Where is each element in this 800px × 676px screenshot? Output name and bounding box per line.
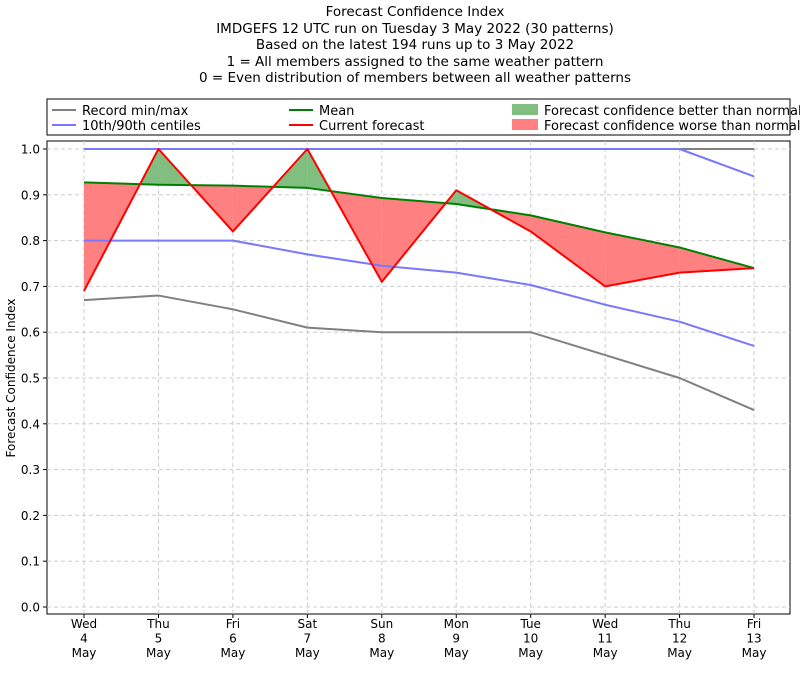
title-line: IMDGEFS 12 UTC run on Tuesday 3 May 2022… (216, 20, 614, 37)
centile-90-line (84, 148, 755, 178)
x-tick-label: 4 (80, 632, 88, 646)
legend-label-better: Forecast confidence better than normal (544, 104, 800, 119)
x-tick-label: 13 (746, 632, 761, 646)
x-tick-label: 8 (378, 632, 386, 646)
y-tick-label: 0.0 (21, 601, 40, 615)
x-tick-label: 12 (672, 632, 687, 646)
y-tick-label: 0.5 (21, 372, 40, 386)
title-line: Forecast Confidence Index (325, 4, 505, 20)
x-tick-label: May (146, 646, 171, 660)
x-tick-label: Fri (747, 617, 761, 631)
x-tick-label: May (444, 646, 469, 660)
x-tick-label: Tue (519, 617, 541, 631)
x-tick-label: 5 (155, 632, 163, 646)
x-tick-label: May (593, 646, 618, 660)
y-axis-label: Forecast Confidence Index (4, 299, 18, 458)
legend-label-centiles: 10th/90th centiles (82, 119, 201, 134)
y-tick-label: 1.0 (21, 143, 40, 157)
current-forecast-line (83, 148, 755, 292)
y-tick-label: 0.9 (21, 188, 40, 202)
x-axis: Wed4MayThu5MayFri6MaySat7MaySun8MayMon9M… (71, 614, 767, 660)
worse-than-normal-fill (679, 247, 755, 273)
x-tick-label: May (295, 646, 320, 660)
legend-label-record: Record min/max (82, 104, 189, 119)
legend-label-worse: Forecast confidence worse than normal (544, 119, 800, 134)
x-tick-label: Thu (146, 617, 170, 631)
x-tick-label: 10 (523, 632, 538, 646)
x-tick-label: May (667, 646, 692, 660)
x-tick-label: Wed (71, 617, 97, 631)
chart-title: Forecast Confidence Index IMDGEFS 12 UTC… (0, 4, 800, 87)
x-tick-label: May (518, 646, 543, 660)
centile-10-line (84, 239, 755, 347)
legend: Record min/max 10th/90th centiles Mean C… (46, 98, 800, 136)
title-line: 1 = All members assigned to the same wea… (226, 53, 604, 70)
y-tick-label: 0.7 (21, 280, 40, 294)
mean-line (83, 181, 755, 270)
x-tick-label: Sun (370, 617, 393, 631)
y-axis: 0.0 0.1 0.2 0.3 0.4 0.5 0.6 0.7 0.8 0.9 1.0 (21, 143, 47, 615)
x-tick-label: May (220, 646, 245, 660)
title-line: 0 = Even distribution of members between… (198, 70, 632, 86)
y-tick-label: 0.1 (21, 555, 40, 569)
legend-frame (46, 98, 791, 136)
record-min-line (83, 294, 755, 411)
x-tick-label: 9 (452, 632, 460, 646)
y-tick-label: 0.4 (21, 417, 40, 431)
legend-swatch-better (512, 104, 538, 115)
worse-than-normal-fill (530, 215, 606, 287)
x-tick-label: 7 (304, 632, 312, 646)
y-tick-label: 0.2 (21, 509, 40, 523)
x-tick-label: 11 (598, 632, 613, 646)
x-tick-label: May (72, 646, 97, 660)
x-tick-label: Sat (298, 617, 318, 631)
x-tick-label: 6 (229, 632, 237, 646)
x-tick-label: Fri (226, 617, 240, 631)
worse-than-normal-fill (605, 232, 680, 287)
series-lines (83, 148, 755, 411)
x-tick-label: Wed (592, 617, 618, 631)
x-tick-label: Mon (444, 617, 469, 631)
x-tick-label: May (742, 646, 767, 660)
x-tick-label: Thu (667, 617, 691, 631)
y-tick-label: 0.8 (21, 234, 40, 248)
grid (47, 141, 790, 614)
y-tick-label: 0.3 (21, 463, 40, 477)
x-tick-label: May (369, 646, 394, 660)
y-tick-label: 0.6 (21, 326, 40, 340)
title-line: Based on the latest 194 runs up to 3 May… (255, 37, 575, 53)
legend-label-mean: Mean (319, 104, 354, 119)
legend-label-current: Current forecast (319, 119, 425, 134)
legend-swatch-worse (512, 119, 538, 130)
